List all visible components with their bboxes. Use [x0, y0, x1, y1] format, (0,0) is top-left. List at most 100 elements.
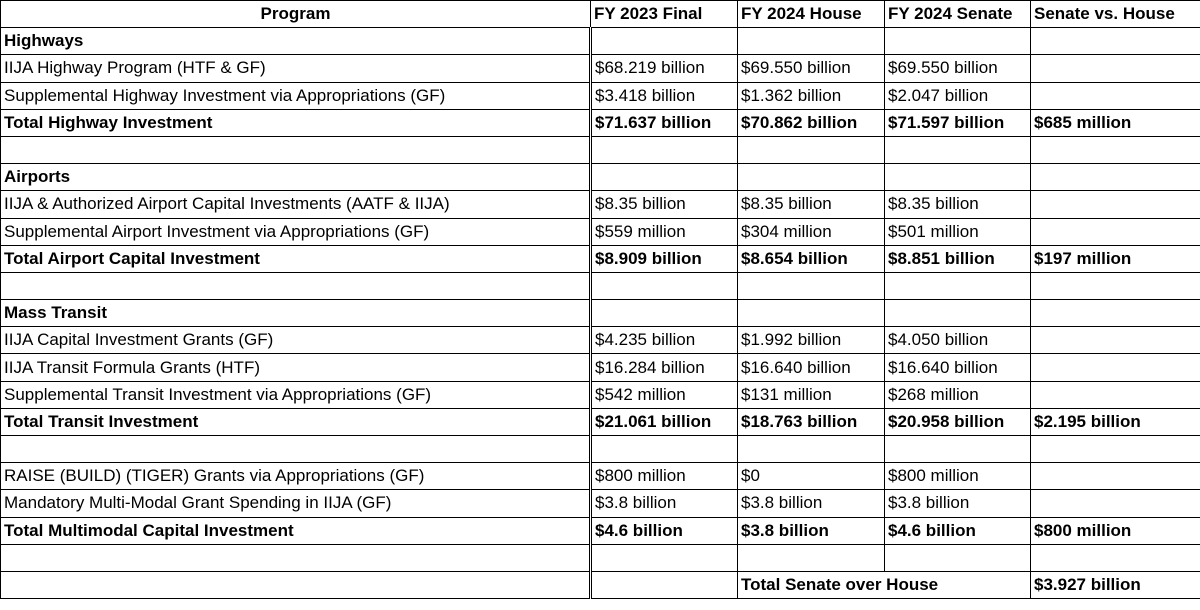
cell-program: Supplemental Airport Investment via Appr…	[0, 217, 591, 246]
cell-program: Mandatory Multi-Modal Grant Spending in …	[0, 489, 591, 518]
cell-fy2024-house	[737, 543, 885, 572]
cell-program: Total Multimodal Capital Investment	[0, 516, 591, 545]
header-senate-vs-house: Senate vs. House	[1030, 0, 1200, 29]
cell-fy2023-final	[589, 163, 738, 192]
cell-fy2023-final: $21.061 billion	[589, 407, 738, 437]
table-row: Supplemental Transit Investment via Appr…	[0, 380, 1200, 409]
cell-senate-vs-house	[1030, 54, 1200, 83]
table-row: IIJA Highway Program (HTF & GF) $68.219 b…	[0, 54, 1200, 83]
cell-program	[0, 271, 591, 301]
header-fy2024-house: FY 2024 House	[737, 0, 885, 29]
cell-fy2023-final: $16.284 billion	[589, 353, 738, 382]
table-row: IIJA Capital Investment Grants (GF) $4.23…	[0, 326, 1200, 355]
header-program: Program	[0, 0, 591, 29]
cell-fy2024-house	[737, 434, 885, 464]
cell-fy2023-final: $4.235 billion	[589, 326, 738, 355]
cell-fy2023-final: $8.909 billion	[589, 244, 738, 273]
cell-program: Highways	[0, 27, 591, 56]
cell-fy2024-senate	[884, 434, 1031, 464]
cell-fy2023-final: $3.8 billion	[589, 489, 738, 518]
cell-senate-vs-house	[1030, 489, 1200, 518]
cell-fy2024-house: $304 million	[737, 217, 885, 246]
table-row: IIJA & Authorized Airport Capital Invest…	[0, 190, 1200, 219]
cell-fy2023-final: $800 million	[589, 462, 738, 491]
cell-senate-vs-house	[1030, 163, 1200, 192]
table-cell	[589, 570, 738, 600]
cell-fy2024-senate	[884, 543, 1031, 572]
cell-senate-vs-house	[1030, 27, 1200, 56]
cell-senate-vs-house	[1030, 271, 1200, 301]
cell-fy2023-final	[589, 271, 738, 301]
grand-total-value: $3.927 billion	[1030, 570, 1200, 600]
cell-senate-vs-house	[1030, 462, 1200, 491]
cell-fy2023-final: $3.418 billion	[589, 81, 738, 110]
cell-program: IIJA Capital Investment Grants (GF)	[0, 326, 591, 355]
section-header-row: Mass Transit	[0, 299, 1200, 328]
cell-fy2024-senate: $4.6 billion	[884, 516, 1031, 545]
table-row: Supplemental Highway Investment via Appr…	[0, 81, 1200, 110]
grand-total-label: Total Senate over House	[737, 570, 1031, 600]
cell-program: Supplemental Highway Investment via Appr…	[0, 81, 591, 110]
total-row: Total Multimodal Capital Investment $4.6 …	[0, 516, 1200, 545]
cell-fy2024-house	[737, 299, 885, 328]
section-header-row: Highways	[0, 27, 1200, 56]
cell-fy2023-final: $71.637 billion	[589, 108, 738, 137]
cell-fy2024-senate: $8.35 billion	[884, 190, 1031, 219]
cell-senate-vs-house	[1030, 543, 1200, 572]
cell-fy2024-house	[737, 135, 885, 165]
cell-program: IIJA & Authorized Airport Capital Invest…	[0, 190, 591, 219]
cell-program	[0, 135, 591, 165]
cell-senate-vs-house	[1030, 299, 1200, 328]
cell-senate-vs-house	[1030, 353, 1200, 382]
spacer-row	[0, 271, 1200, 301]
cell-program	[0, 434, 591, 464]
spacer-row	[0, 434, 1200, 464]
table-row: RAISE (BUILD) (TIGER) Grants via Appropr…	[0, 462, 1200, 491]
cell-fy2023-final	[589, 27, 738, 56]
cell-fy2023-final: $8.35 billion	[589, 190, 738, 219]
total-row: Total Transit Investment $21.061 billion $…	[0, 407, 1200, 437]
cell-fy2024-house: $70.862 billion	[737, 108, 885, 137]
cell-fy2023-final	[589, 543, 738, 572]
cell-fy2023-final: $542 million	[589, 380, 738, 409]
cell-fy2024-senate: $3.8 billion	[884, 489, 1031, 518]
cell-senate-vs-house	[1030, 190, 1200, 219]
cell-fy2024-senate: $501 million	[884, 217, 1031, 246]
section-header-row: Airports	[0, 163, 1200, 192]
cell-fy2024-senate	[884, 163, 1031, 192]
cell-fy2024-house: $1.992 billion	[737, 326, 885, 355]
cell-fy2024-senate: $800 million	[884, 462, 1031, 491]
cell-senate-vs-house	[1030, 380, 1200, 409]
table-row: Mandatory Multi-Modal Grant Spending in …	[0, 489, 1200, 518]
cell-fy2023-final: $559 million	[589, 217, 738, 246]
cell-fy2024-house: $16.640 billion	[737, 353, 885, 382]
cell-program	[0, 543, 591, 572]
cell-senate-vs-house: $197 million	[1030, 244, 1200, 273]
cell-fy2024-house: $69.550 billion	[737, 54, 885, 83]
cell-fy2024-house	[737, 27, 885, 56]
cell-senate-vs-house	[1030, 326, 1200, 355]
cell-fy2024-senate: $8.851 billion	[884, 244, 1031, 273]
cell-program: Total Airport Capital Investment	[0, 244, 591, 273]
cell-senate-vs-house: $685 million	[1030, 108, 1200, 137]
cell-fy2024-senate: $2.047 billion	[884, 81, 1031, 110]
cell-senate-vs-house: $2.195 billion	[1030, 407, 1200, 437]
total-row: Total Airport Capital Investment $8.909 b…	[0, 244, 1200, 273]
cell-program: Mass Transit	[0, 299, 591, 328]
header-fy2024-senate: FY 2024 Senate	[884, 0, 1031, 29]
cell-fy2023-final: $68.219 billion	[589, 54, 738, 83]
cell-fy2024-house: $8.654 billion	[737, 244, 885, 273]
header-row: Program FY 2023 Final FY 2024 House FY 2…	[0, 0, 1200, 29]
table-cell	[0, 570, 591, 600]
cell-fy2024-senate	[884, 27, 1031, 56]
cell-fy2024-house: $3.8 billion	[737, 489, 885, 518]
cell-program: RAISE (BUILD) (TIGER) Grants via Appropr…	[0, 462, 591, 491]
cell-senate-vs-house: $800 million	[1030, 516, 1200, 545]
cell-fy2023-final: $4.6 billion	[589, 516, 738, 545]
cell-fy2024-house	[737, 271, 885, 301]
table-row: IIJA Transit Formula Grants (HTF) $16.284…	[0, 353, 1200, 382]
cell-fy2024-house: $18.763 billion	[737, 407, 885, 437]
spacer-row	[0, 543, 1200, 572]
cell-program: Supplemental Transit Investment via Appr…	[0, 380, 591, 409]
cell-program: IIJA Highway Program (HTF & GF)	[0, 54, 591, 83]
